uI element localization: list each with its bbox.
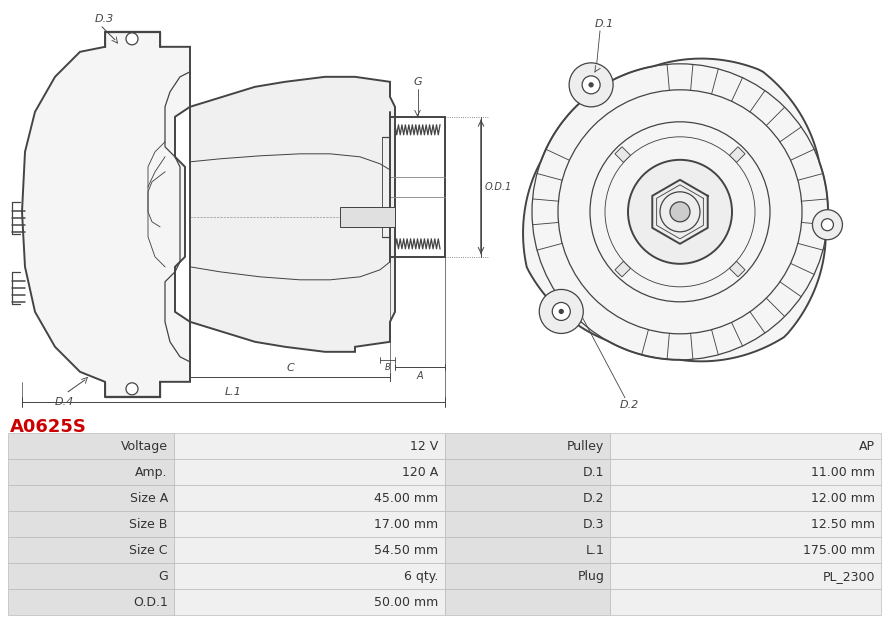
FancyBboxPatch shape bbox=[444, 485, 611, 511]
Polygon shape bbox=[615, 147, 630, 163]
FancyBboxPatch shape bbox=[444, 563, 611, 589]
FancyBboxPatch shape bbox=[174, 433, 444, 459]
Polygon shape bbox=[190, 77, 395, 352]
FancyBboxPatch shape bbox=[611, 511, 881, 537]
FancyBboxPatch shape bbox=[174, 589, 444, 615]
Circle shape bbox=[813, 210, 843, 240]
Text: D.1: D.1 bbox=[595, 19, 614, 29]
Text: 6 qty.: 6 qty. bbox=[404, 569, 438, 583]
FancyBboxPatch shape bbox=[8, 433, 174, 459]
Text: Amp.: Amp. bbox=[135, 465, 168, 478]
Text: A0625S: A0625S bbox=[10, 418, 87, 436]
Text: O.D.1: O.D.1 bbox=[485, 182, 512, 192]
Circle shape bbox=[126, 33, 138, 45]
Polygon shape bbox=[22, 32, 190, 397]
Text: 12.00 mm: 12.00 mm bbox=[811, 492, 875, 505]
Text: A: A bbox=[417, 371, 423, 381]
Circle shape bbox=[589, 83, 593, 87]
Text: AP: AP bbox=[859, 440, 875, 453]
Text: D.3: D.3 bbox=[583, 518, 605, 531]
FancyBboxPatch shape bbox=[611, 485, 881, 511]
Text: 12.50 mm: 12.50 mm bbox=[811, 518, 875, 531]
Circle shape bbox=[821, 219, 833, 231]
Circle shape bbox=[582, 76, 600, 94]
Text: Size A: Size A bbox=[130, 492, 168, 505]
Text: 120 A: 120 A bbox=[402, 465, 438, 478]
FancyBboxPatch shape bbox=[611, 537, 881, 563]
FancyBboxPatch shape bbox=[611, 563, 881, 589]
Polygon shape bbox=[523, 59, 828, 361]
Text: Pulley: Pulley bbox=[567, 440, 605, 453]
Text: L.1: L.1 bbox=[586, 543, 605, 556]
Polygon shape bbox=[730, 261, 745, 277]
FancyBboxPatch shape bbox=[8, 511, 174, 537]
FancyBboxPatch shape bbox=[444, 433, 611, 459]
Circle shape bbox=[540, 290, 583, 333]
Circle shape bbox=[628, 160, 732, 264]
FancyBboxPatch shape bbox=[174, 537, 444, 563]
Polygon shape bbox=[615, 261, 630, 277]
FancyBboxPatch shape bbox=[8, 485, 174, 511]
Circle shape bbox=[670, 202, 690, 222]
FancyBboxPatch shape bbox=[174, 485, 444, 511]
Text: D.3: D.3 bbox=[95, 14, 115, 24]
FancyBboxPatch shape bbox=[174, 459, 444, 485]
FancyBboxPatch shape bbox=[444, 589, 611, 615]
Text: 50.00 mm: 50.00 mm bbox=[374, 596, 438, 609]
FancyBboxPatch shape bbox=[611, 589, 881, 615]
FancyBboxPatch shape bbox=[611, 459, 881, 485]
FancyBboxPatch shape bbox=[8, 537, 174, 563]
Text: G: G bbox=[413, 77, 421, 87]
Circle shape bbox=[569, 63, 613, 107]
FancyBboxPatch shape bbox=[174, 563, 444, 589]
Text: 45.00 mm: 45.00 mm bbox=[374, 492, 438, 505]
FancyBboxPatch shape bbox=[444, 511, 611, 537]
Text: Size B: Size B bbox=[130, 518, 168, 531]
Text: 11.00 mm: 11.00 mm bbox=[811, 465, 875, 478]
Polygon shape bbox=[730, 147, 745, 163]
FancyBboxPatch shape bbox=[8, 589, 174, 615]
FancyBboxPatch shape bbox=[174, 511, 444, 537]
Text: D.2: D.2 bbox=[583, 492, 605, 505]
FancyBboxPatch shape bbox=[611, 433, 881, 459]
FancyBboxPatch shape bbox=[8, 459, 174, 485]
Circle shape bbox=[552, 302, 570, 320]
Text: G: G bbox=[158, 569, 168, 583]
Text: D.4: D.4 bbox=[55, 397, 75, 407]
Text: Plug: Plug bbox=[578, 569, 605, 583]
Text: Size C: Size C bbox=[130, 543, 168, 556]
Text: 12 V: 12 V bbox=[410, 440, 438, 453]
Text: D.1: D.1 bbox=[583, 465, 605, 478]
Text: D.2: D.2 bbox=[620, 400, 639, 410]
Text: 54.50 mm: 54.50 mm bbox=[374, 543, 438, 556]
Text: Voltage: Voltage bbox=[121, 440, 168, 453]
Text: PL_2300: PL_2300 bbox=[822, 569, 875, 583]
Text: 17.00 mm: 17.00 mm bbox=[374, 518, 438, 531]
Text: C: C bbox=[286, 363, 294, 373]
Text: L.1: L.1 bbox=[225, 387, 242, 397]
Text: 175.00 mm: 175.00 mm bbox=[803, 543, 875, 556]
FancyBboxPatch shape bbox=[8, 563, 174, 589]
Text: B: B bbox=[385, 363, 390, 372]
Circle shape bbox=[559, 310, 564, 313]
Text: O.D.1: O.D.1 bbox=[133, 596, 168, 609]
Polygon shape bbox=[340, 207, 395, 227]
FancyBboxPatch shape bbox=[444, 537, 611, 563]
FancyBboxPatch shape bbox=[444, 459, 611, 485]
Circle shape bbox=[126, 383, 138, 395]
